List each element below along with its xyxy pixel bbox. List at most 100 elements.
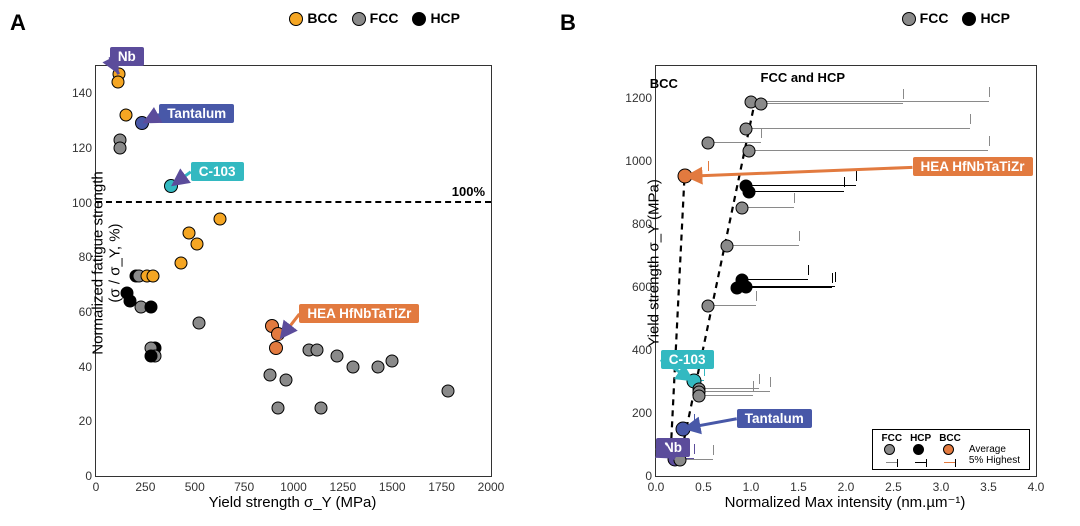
data-point <box>263 368 276 381</box>
panel-a-xlabel: Yield strength σ_Y (MPa) <box>95 494 490 511</box>
ytick: 200 <box>618 406 652 420</box>
data-point <box>147 270 160 283</box>
legend-item: BCC <box>289 10 337 26</box>
panel-b: B FCC HCP 0.00.51.01.52.02.53.03.54.00200… <box>560 10 1060 516</box>
error-bar <box>708 305 756 306</box>
xtick: 0.5 <box>695 480 712 494</box>
data-point <box>214 213 227 226</box>
error-cap <box>694 414 695 424</box>
ytick: 0 <box>618 469 652 483</box>
error-cap <box>770 377 771 387</box>
ytick: 140 <box>58 86 92 100</box>
data-point <box>677 169 692 184</box>
xtick: 1.5 <box>790 480 807 494</box>
data-point <box>740 123 753 136</box>
data-point <box>190 237 203 250</box>
error-bar <box>761 103 904 104</box>
error-cap <box>844 177 845 187</box>
data-point <box>702 137 715 150</box>
data-point <box>330 349 343 362</box>
data-point <box>721 239 734 252</box>
xtick: 3.5 <box>980 480 997 494</box>
data-point <box>145 349 158 362</box>
panel-a-plot: 0250500750100012501500175020000204060801… <box>95 65 492 477</box>
data-point <box>271 327 285 341</box>
xtick: 1500 <box>379 480 406 494</box>
top-label-fcc-hcp: FCC and HCP <box>761 70 846 85</box>
ytick: 80 <box>58 250 92 264</box>
error-cap <box>808 265 809 275</box>
xtick: 0 <box>93 480 100 494</box>
ytick: 1000 <box>618 154 652 168</box>
data-point <box>145 300 158 313</box>
data-point <box>269 341 283 355</box>
error-cap <box>832 273 833 283</box>
xtick: 3.0 <box>933 480 950 494</box>
hundred-percent-label: 100% <box>452 184 485 199</box>
data-point <box>111 76 124 89</box>
xtick: 1250 <box>330 480 357 494</box>
error-bar <box>737 287 832 288</box>
data-point <box>119 109 132 122</box>
data-point <box>311 344 324 357</box>
legend-item: FCC <box>902 10 949 26</box>
data-point <box>113 142 126 155</box>
data-point <box>702 299 715 312</box>
error-bar <box>699 395 753 396</box>
data-point <box>441 385 454 398</box>
error-bar <box>699 391 770 392</box>
error-bar <box>749 191 844 192</box>
panel-a-ylabel: Normalized fatigue strength (σ / σ_Y, %) <box>90 171 124 354</box>
ytick: 40 <box>58 360 92 374</box>
xtick: 2.0 <box>838 480 855 494</box>
error-cap <box>799 231 800 241</box>
annotation-tantalum: Tantalum <box>737 409 812 428</box>
error-cap <box>989 87 990 97</box>
error-cap <box>903 89 904 99</box>
xtick: 1000 <box>280 480 307 494</box>
data-point <box>754 97 767 110</box>
legend-item: HCP <box>962 10 1010 26</box>
data-point <box>192 316 205 329</box>
annotation-nb: Nb <box>110 47 144 66</box>
data-point <box>675 421 690 436</box>
data-point <box>743 186 756 199</box>
annotation-c-103: C-103 <box>191 162 244 181</box>
xtick: 1.0 <box>743 480 760 494</box>
data-point <box>315 401 328 414</box>
error-bar <box>742 207 794 208</box>
error-cap <box>761 128 762 138</box>
error-bar <box>749 150 988 151</box>
panel-b-ylabel: Yield strength σ_Y (MPa) <box>645 179 662 347</box>
error-cap <box>989 136 990 146</box>
error-cap <box>694 444 695 454</box>
ytick: 120 <box>58 141 92 155</box>
ytick: 1200 <box>618 91 652 105</box>
panel-a-legend: BCCFCCHCP <box>289 10 460 26</box>
error-cap <box>713 445 714 455</box>
xtick: 2000 <box>478 480 505 494</box>
hundred-percent-line <box>96 201 491 203</box>
panel-b-xlabel: Normalized Max intensity (nm.µm⁻¹) <box>655 493 1035 511</box>
error-bar <box>727 245 798 246</box>
error-cap <box>756 291 757 301</box>
panel-b-sub-legend: FCCHCPBCCAverage5% Highest <box>872 429 1031 470</box>
annotation-nb: Nb <box>656 438 690 457</box>
annotation-tantalum: Tantalum <box>159 104 234 123</box>
panel-b-letter: B <box>560 10 576 36</box>
data-point <box>386 355 399 368</box>
error-bar <box>746 128 969 129</box>
data-point <box>730 282 743 295</box>
error-cap <box>856 171 857 181</box>
xtick: 1750 <box>428 480 455 494</box>
xtick: 500 <box>185 480 205 494</box>
data-point <box>735 201 748 214</box>
xtick: 2.5 <box>885 480 902 494</box>
data-point <box>743 145 756 158</box>
error-bar <box>708 142 760 143</box>
data-point <box>346 360 359 373</box>
data-point <box>692 389 705 402</box>
annotation-c-103: C-103 <box>661 350 714 369</box>
panel-b-plot: 0.00.51.01.52.02.53.03.54.00200400600800… <box>655 65 1037 477</box>
ytick: 20 <box>58 414 92 428</box>
